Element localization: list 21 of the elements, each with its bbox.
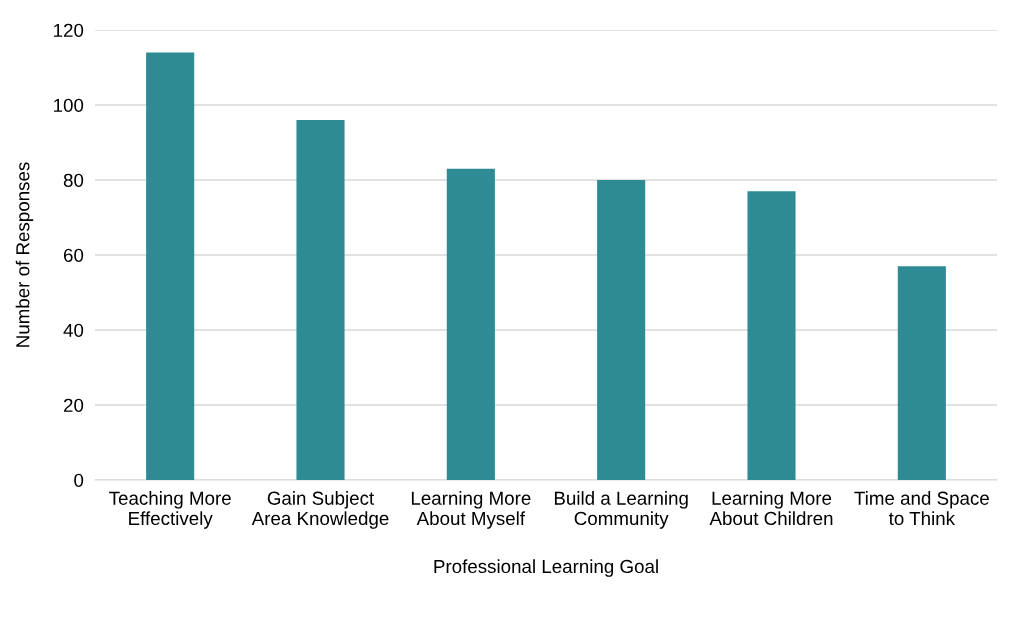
x-tick-label: Gain Subject Area Knowledge (251, 491, 389, 529)
x-tick-label: Time and Space to Think (854, 491, 989, 526)
x-tick-label: Teaching More Effectively (109, 491, 231, 529)
y-tick-label: 0 (74, 473, 84, 487)
x-tick-label: Learning More About Myself (411, 491, 531, 529)
y-tick-label: 120 (54, 23, 84, 37)
bar (146, 52, 195, 480)
y-tick-label: 100 (54, 98, 84, 112)
y-axis-title: Number of Responses (15, 162, 34, 347)
y-tick-label: 60 (63, 248, 84, 262)
y-tick-label: 80 (63, 173, 84, 187)
x-tick-label: Learning More About Children (709, 491, 833, 526)
y-tick-label: 40 (63, 323, 84, 337)
x-tick-label: Build a Learning Community (554, 491, 688, 529)
x-axis-title: Professional Learning Goal (434, 559, 658, 577)
bar (897, 266, 946, 480)
bar (597, 180, 646, 480)
bar (747, 191, 796, 480)
y-tick-label: 20 (63, 398, 84, 412)
bar (296, 120, 345, 480)
bar (446, 168, 495, 480)
